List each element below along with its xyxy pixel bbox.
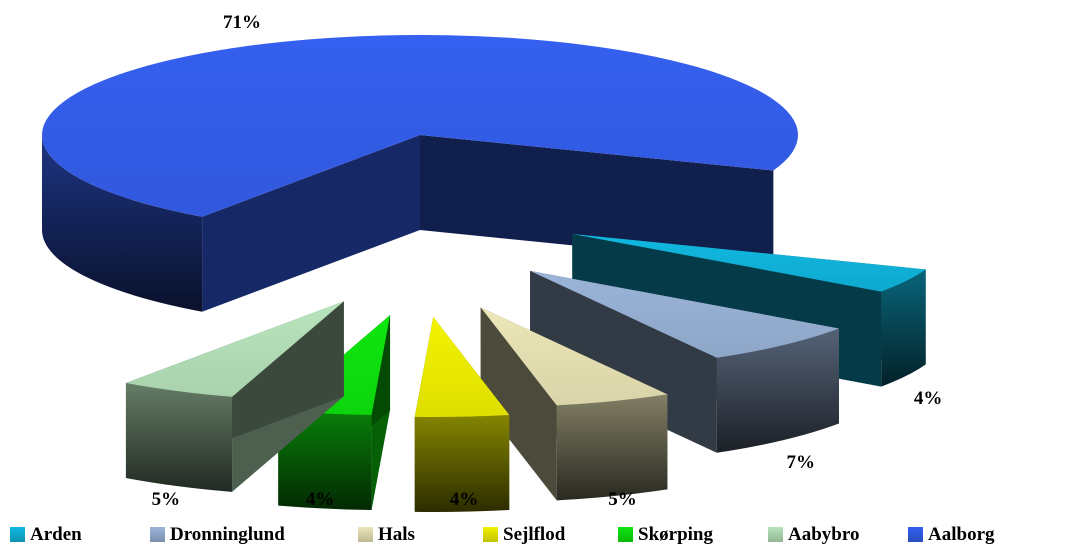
slice-outer-face [125, 383, 233, 492]
slice-label-aabybro: 5% [152, 489, 181, 510]
legend-item-skørping: Skørping [618, 522, 713, 547]
pie-chart: 4% 7% 5% 4% 4% 5% 71% [42, 12, 943, 513]
legend-label: Aalborg [928, 523, 995, 545]
slice-top [480, 307, 668, 406]
slice-label-aalborg: 71% [223, 12, 261, 33]
chart-legend: Arden Dronninglund Hals Sejlflod Skørping Aab… [0, 522, 1070, 547]
pie-slice-aabybro [125, 301, 344, 492]
slice-wall [530, 270, 717, 453]
legend-label: Arden [30, 523, 82, 545]
slice-top [42, 35, 798, 217]
legend-label: Dronninglund [170, 523, 285, 545]
legend-swatch [483, 527, 498, 542]
legend-swatch [358, 527, 373, 542]
slice-label-hals: 5% [608, 489, 637, 510]
slice-outer-face [414, 414, 510, 513]
pie-slice-aalborg [42, 35, 798, 312]
slice-top [572, 233, 926, 292]
slice-wall [480, 307, 557, 501]
legend-label: Aabybro [788, 523, 860, 545]
legend-item-arden: Arden [10, 522, 82, 547]
legend-item-aabybro: Aabybro [768, 522, 859, 547]
slice-top [414, 317, 510, 418]
slice-outer-face [278, 410, 372, 510]
legend-label: Hals [378, 523, 415, 545]
legend-swatch [10, 527, 25, 542]
pie-slice-dronninglund [530, 270, 839, 453]
slice-outer-face [556, 394, 668, 501]
pie-slice-sejlflod [414, 317, 510, 513]
legend-swatch [768, 527, 783, 542]
slice-outer-face [881, 269, 926, 387]
slice-outer-face [42, 135, 203, 312]
legend-label: Sejlflod [503, 523, 566, 545]
slice-wall [202, 135, 420, 312]
slice-wall [420, 135, 774, 266]
slice-label-dronninglund: 7% [787, 452, 816, 473]
slice-top [530, 270, 839, 358]
legend-swatch [618, 527, 633, 542]
legend-swatch [150, 527, 165, 542]
slice-label-sejlflod: 4% [450, 489, 479, 510]
legend-item-sejlflod: Sejlflod [483, 522, 565, 547]
slice-label-arden: 4% [914, 388, 943, 409]
slice-outer-face [716, 328, 839, 453]
slice-label-skørping: 4% [306, 489, 335, 510]
legend-swatch [908, 527, 923, 542]
legend-label: Skørping [638, 523, 713, 545]
legend-item-dronninglund: Dronninglund [150, 522, 285, 547]
pie-slice-hals [480, 307, 668, 501]
slice-top [125, 301, 344, 397]
legend-item-aalborg: Aalborg [908, 522, 995, 547]
legend-item-hals: Hals [358, 522, 415, 547]
